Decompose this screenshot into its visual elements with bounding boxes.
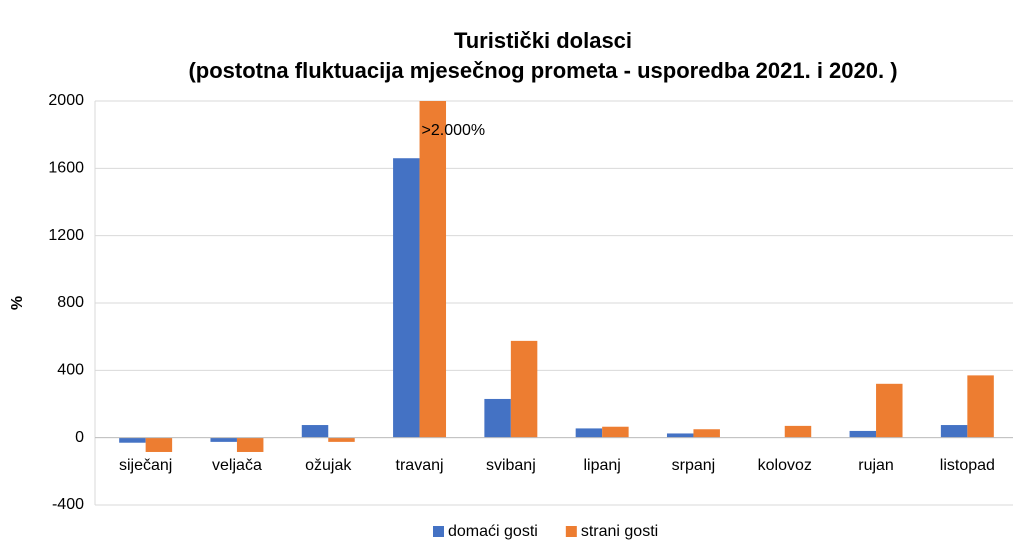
x-tick-label: rujan — [858, 457, 894, 474]
x-tick-label: svibanj — [486, 457, 536, 474]
chart-title: Turistički dolasci — [454, 28, 632, 53]
bar — [666, 433, 694, 438]
bar — [210, 437, 237, 442]
bar — [510, 340, 538, 438]
x-tick-label: travanj — [396, 457, 444, 474]
x-tick-label: lipanj — [583, 457, 620, 474]
bar — [301, 425, 329, 438]
y-tick-label: 0 — [75, 429, 84, 446]
x-tick-label: listopad — [940, 457, 995, 474]
bar — [328, 437, 355, 442]
y-tick-label: 800 — [57, 294, 84, 311]
bar — [967, 375, 994, 438]
x-tick-label: ožujak — [305, 457, 352, 474]
legend-swatch — [565, 526, 577, 537]
x-tick-label: siječanj — [119, 457, 172, 474]
bar — [849, 430, 877, 438]
bar — [419, 101, 447, 438]
annotation: >2.000% — [422, 122, 486, 139]
bar — [393, 158, 420, 438]
bar — [575, 428, 603, 438]
bar — [876, 383, 903, 438]
y-tick-label: 1600 — [48, 160, 84, 177]
bar — [940, 425, 968, 438]
x-tick-label: veljača — [212, 457, 262, 474]
bar — [602, 426, 629, 438]
legend-label: domaći gosti — [448, 523, 538, 540]
chart-subtitle: (postotna fluktuacija mjesečnog prometa … — [188, 58, 897, 83]
bar — [693, 429, 720, 438]
y-tick-label: 400 — [57, 362, 84, 379]
bar — [784, 425, 812, 438]
y-axis-label: % — [9, 296, 26, 310]
bar — [145, 437, 173, 452]
bar — [236, 437, 264, 452]
y-tick-label: 1200 — [48, 227, 84, 244]
bar — [484, 398, 511, 438]
bar — [119, 437, 146, 443]
x-tick-label: kolovoz — [758, 457, 812, 474]
y-tick-label: -400 — [52, 496, 84, 513]
legend-swatch — [433, 526, 444, 537]
x-tick-label: srpanj — [672, 457, 716, 474]
y-tick-label: 2000 — [48, 92, 84, 109]
legend-label: strani gosti — [581, 523, 658, 540]
